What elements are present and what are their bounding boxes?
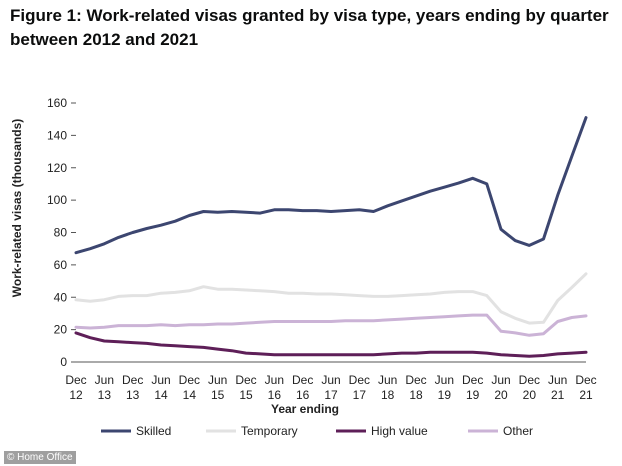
x-tick-label-year: 18 (381, 388, 395, 402)
y-tick-label: 60 (54, 258, 68, 272)
x-tick-label-month: Dec (65, 373, 86, 387)
x-tick-label-year: 21 (551, 388, 565, 402)
legend-label-other: Other (503, 424, 533, 438)
series-line-skilled (74, 116, 588, 255)
x-tick-label-month: Dec (292, 373, 313, 387)
x-axis: Dec12Jun13Dec13Jun14Dec14Jun15Dec15Jun16… (65, 361, 597, 402)
series-line-high-value (74, 331, 588, 358)
x-tick-label-month: Jun (378, 373, 397, 387)
x-tick-label-month: Dec (575, 373, 596, 387)
x-tick-label-year: 19 (438, 388, 452, 402)
x-tick-label-month: Jun (208, 373, 227, 387)
x-tick-label-month: Jun (491, 373, 510, 387)
legend-label-skilled: Skilled (136, 424, 171, 438)
legend: Skilled Temporary High value Other (101, 424, 533, 438)
x-tick-label-year: 13 (126, 388, 140, 402)
y-tick-label: 120 (47, 161, 67, 175)
x-tick-label-year: 20 (523, 388, 537, 402)
x-tick-label-month: Dec (462, 373, 483, 387)
x-tick-label-month: Dec (519, 373, 540, 387)
x-tick-label-year: 18 (409, 388, 423, 402)
x-axis-title: Year ending (271, 402, 339, 416)
x-tick-label-month: Dec (405, 373, 426, 387)
x-tick-label-year: 14 (154, 388, 168, 402)
x-tick-label-month: Dec (235, 373, 256, 387)
x-tick-label-year: 19 (466, 388, 480, 402)
y-tick-label: 160 (47, 96, 67, 110)
x-tick-label-month: Jun (151, 373, 170, 387)
y-tick-label: 80 (54, 226, 68, 240)
x-tick-label-month: Jun (435, 373, 454, 387)
x-tick-label-month: Jun (321, 373, 340, 387)
x-tick-label-year: 21 (579, 388, 593, 402)
series-lines (74, 116, 588, 358)
y-tick-label: 20 (54, 323, 68, 337)
x-tick-label-month: Jun (548, 373, 567, 387)
y-tick-label: 100 (47, 193, 67, 207)
x-tick-label-year: 15 (239, 388, 253, 402)
y-axis: 0 20 40 60 80 100 120 140 160 (47, 96, 76, 369)
x-tick-label-month: Dec (122, 373, 143, 387)
x-tick-label-month: Jun (265, 373, 284, 387)
y-axis-title: Work-related visas (thousands) (10, 119, 24, 298)
series-line-temporary (74, 272, 588, 325)
x-tick-label-year: 16 (268, 388, 282, 402)
x-tick-label-year: 15 (211, 388, 225, 402)
x-tick-label-year: 16 (296, 388, 310, 402)
x-tick-label-month: Dec (349, 373, 370, 387)
image-credit: © Home Office (4, 451, 76, 464)
y-tick-label: 140 (47, 128, 67, 142)
x-tick-label-year: 13 (98, 388, 112, 402)
legend-label-high-value: High value (371, 424, 428, 438)
y-tick-label: 40 (54, 290, 68, 304)
y-tick-label: 0 (60, 355, 67, 369)
x-tick-label-year: 12 (69, 388, 83, 402)
x-tick-label-month: Jun (95, 373, 114, 387)
x-tick-label-year: 20 (494, 388, 508, 402)
x-tick-label-month: Dec (179, 373, 200, 387)
x-tick-label-year: 14 (183, 388, 197, 402)
series-line-other (74, 313, 588, 337)
legend-label-temporary: Temporary (241, 424, 298, 438)
x-tick-label-year: 17 (324, 388, 338, 402)
figure-title: Figure 1: Work-related visas granted by … (10, 6, 609, 49)
x-tick-label-year: 17 (353, 388, 367, 402)
